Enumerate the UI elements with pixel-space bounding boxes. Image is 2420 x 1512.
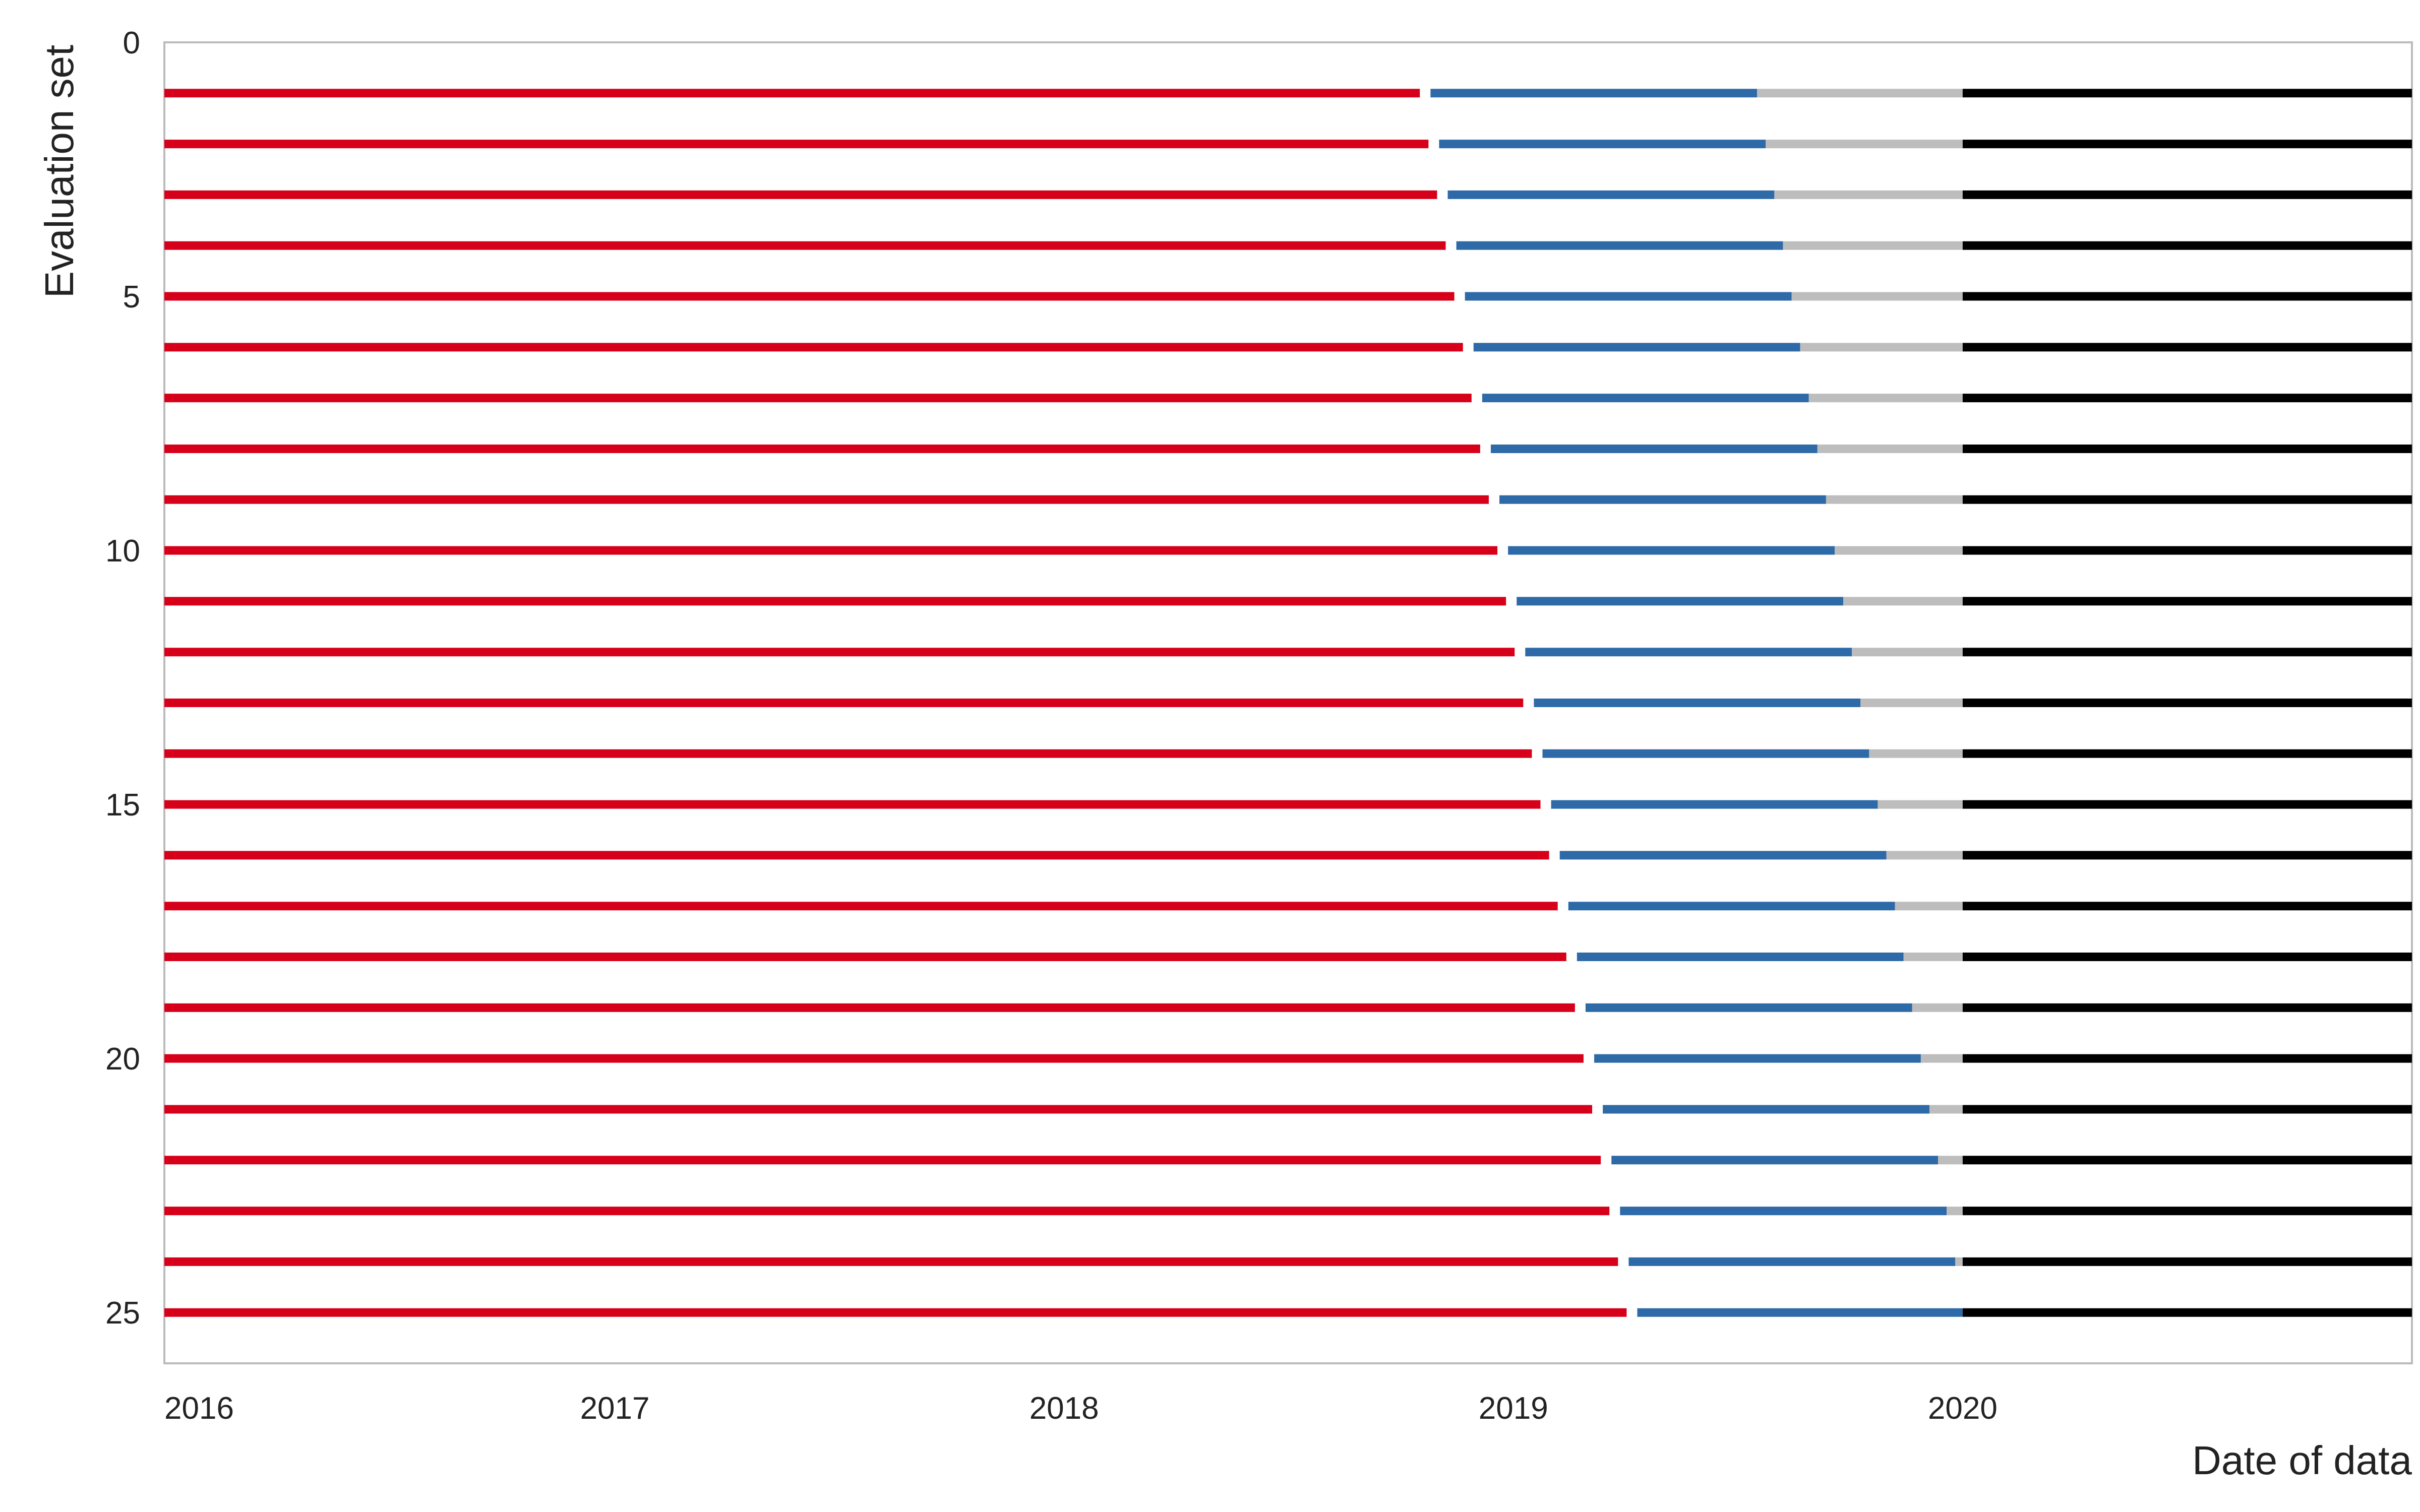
- y-tick-label: 0: [123, 26, 140, 60]
- x-tick-label: 2018: [1030, 1391, 1099, 1426]
- x-axis-title: Date of data: [2192, 1438, 2412, 1483]
- y-tick-label: 25: [105, 1296, 140, 1331]
- y-tick-label: 10: [105, 534, 140, 569]
- x-tick-label: 2020: [1928, 1391, 1998, 1426]
- x-tick-labels: 2016 2017 2018 2019 2020: [164, 1391, 1998, 1426]
- y-tick-label: 15: [105, 788, 140, 823]
- segments-layer: [164, 89, 2412, 1317]
- y-tick-label: 20: [105, 1042, 140, 1077]
- x-tick-label: 2016: [164, 1391, 234, 1426]
- y-axis-title: Evaluation set: [37, 45, 82, 298]
- y-tick-labels: 0 5 10 15 20 25: [105, 26, 140, 1331]
- x-tick-label: 2019: [1479, 1391, 1548, 1426]
- x-tick-label: 2017: [580, 1391, 650, 1426]
- y-tick-label: 5: [123, 280, 140, 314]
